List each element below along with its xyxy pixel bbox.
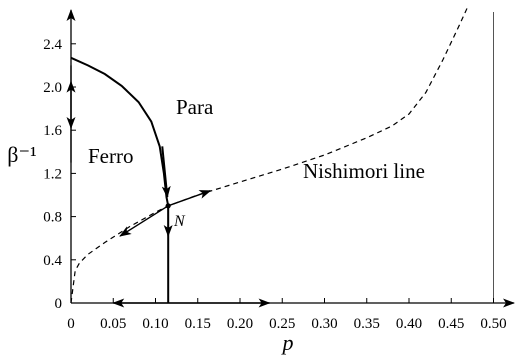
nishimori-line-label: Nishimori line [303,159,425,183]
y-tick-label: 2.0 [43,80,62,96]
x-tick-label: 0.25 [269,316,295,332]
y-tick-label: 1.6 [43,123,62,139]
flow-arrow [167,190,212,207]
x-tick-label: 0.40 [396,316,422,332]
fixed-point-label: N [173,213,186,230]
y-axis-label: β⁻¹ [7,142,36,167]
x-tick-label: 0 [67,316,75,332]
x-tick-label: 0.05 [100,316,126,332]
x-tick-label: 0.10 [142,316,168,332]
flow-arrow [161,146,171,199]
y-tick-label: 0.8 [43,210,62,226]
x-tick-label: 0.30 [311,316,337,332]
flow-arrow [119,205,169,237]
y-tick-label: 2.4 [43,37,62,53]
x-tick-label: 0.45 [438,316,464,332]
x-axis-label: p [281,330,294,355]
x-tick-label: 0.20 [227,316,253,332]
x-tick-label: 0.35 [354,316,380,332]
y-tick-label: 0.4 [43,253,62,269]
x-tick-label: 0.15 [185,316,211,332]
ticks: 0 0.05 0.10 0.15 0.20 0.25 0.30 0.35 0.40 0.45 0.5… [43,37,506,332]
y-tick-label: 0 [55,296,63,312]
curves [70,5,469,304]
ferro-label: Ferro [88,144,134,168]
flow-arrows [66,65,271,308]
para-label: Para [176,95,214,119]
nishimori-line [70,5,469,304]
axes [66,9,515,308]
x-tick-label: 0.50 [480,316,506,332]
y-tick-label: 1.2 [43,166,62,182]
phase-boundary [70,56,170,303]
